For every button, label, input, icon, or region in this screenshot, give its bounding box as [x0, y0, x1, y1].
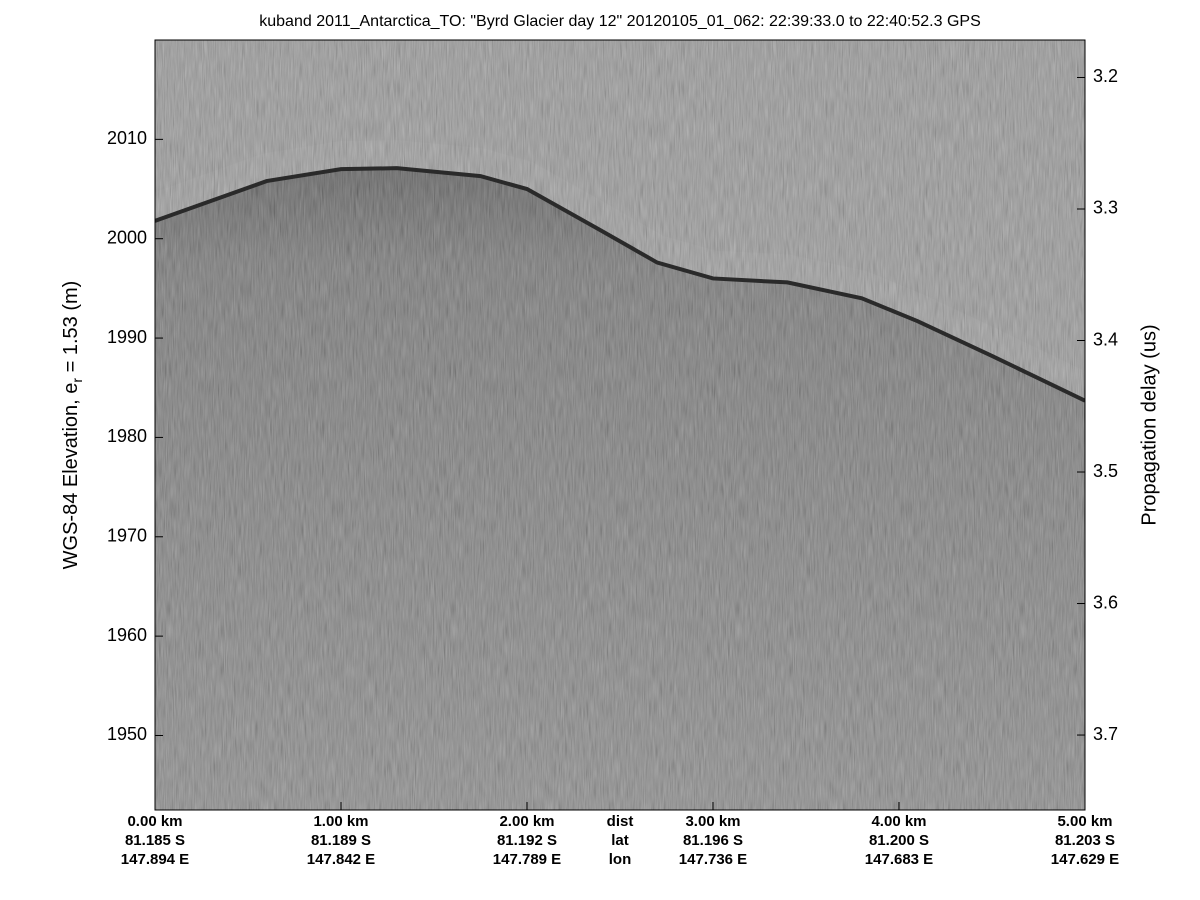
lat-label: 81.203 S [1055, 832, 1115, 849]
x-tick-label: 3.00 km [685, 813, 740, 830]
plot-area [155, 40, 1085, 810]
x-tick-label: 2.00 km [499, 813, 554, 830]
y-tick-label: 1950 [107, 724, 147, 744]
y-tick-label: 2000 [107, 227, 147, 247]
y-label-end: = 1.53 (m) [60, 281, 82, 378]
lon-label: 147.629 E [1051, 851, 1119, 868]
x-tick-label: 5.00 km [1057, 813, 1112, 830]
y-tick-label: 1960 [107, 625, 147, 645]
lat-label: 81.196 S [683, 832, 743, 849]
lon-label: 147.736 E [679, 851, 747, 868]
lon-label: 147.683 E [865, 851, 933, 868]
row-label: lon [609, 851, 632, 868]
lon-label: 147.894 E [121, 851, 189, 868]
y2-axis-label: Propagation delay (us) [1138, 324, 1160, 525]
noise-texture [155, 40, 1085, 810]
row-label: lat [611, 832, 629, 849]
y2-tick-label: 3.3 [1093, 198, 1118, 218]
x-tick-label: 4.00 km [871, 813, 926, 830]
x-tick-label: 1.00 km [313, 813, 368, 830]
y2-tick-label: 3.6 [1093, 592, 1118, 612]
y-label-main: WGS-84 Elevation, e [60, 383, 82, 570]
lat-label: 81.200 S [869, 832, 929, 849]
y2-tick-label: 3.2 [1093, 66, 1118, 86]
x-tick-label: 0.00 km [127, 813, 182, 830]
lat-label: 81.189 S [311, 832, 371, 849]
lat-label: 81.192 S [497, 832, 557, 849]
lat-label: 81.185 S [125, 832, 185, 849]
y-tick-label: 1980 [107, 426, 147, 446]
y2-tick-label: 3.5 [1093, 461, 1118, 481]
y-axis-label: WGS-84 Elevation, er = 1.53 (m) [60, 281, 84, 570]
surface-line [155, 166, 1085, 403]
lon-label: 147.789 E [493, 851, 561, 868]
y-tick-label: 1990 [107, 327, 147, 347]
y2-tick-label: 3.4 [1093, 329, 1118, 349]
lon-label: 147.842 E [307, 851, 375, 868]
plot-frame [154, 39, 1086, 811]
row-label: dist [607, 813, 634, 830]
chart-title: kuband 2011_Antarctica_TO: "Byrd Glacier… [259, 13, 981, 30]
y-tick-label: 1970 [107, 526, 147, 546]
y-label-sub: r [69, 378, 85, 383]
y2-tick-label: 3.7 [1093, 724, 1118, 744]
y-tick-label: 2010 [107, 128, 147, 148]
